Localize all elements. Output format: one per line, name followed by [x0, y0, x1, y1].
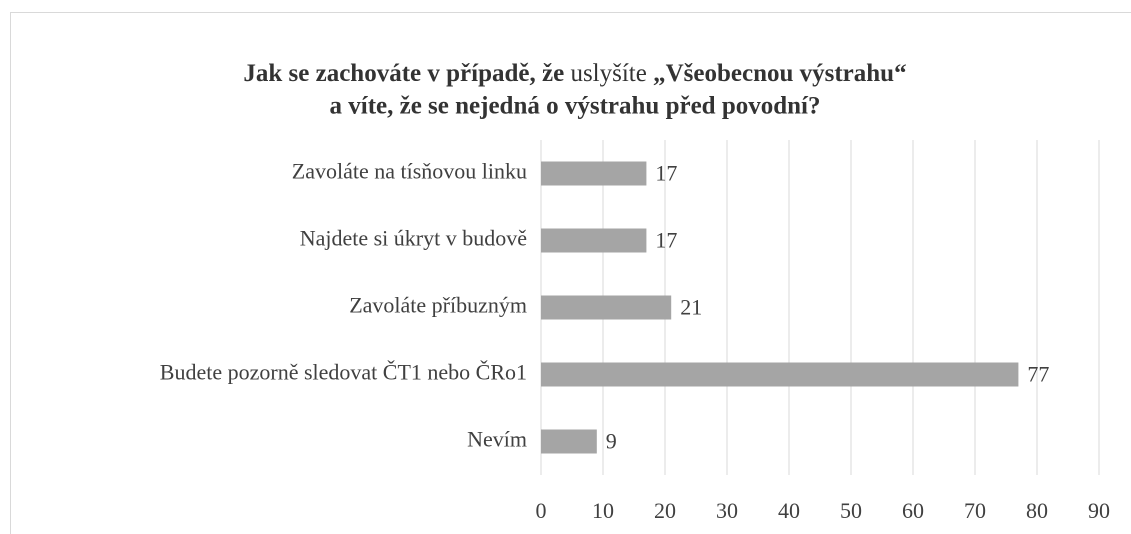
chart-title: a víte, že se nejedná o výstrahu před po…: [330, 93, 821, 120]
y-tick-label: Nevím: [467, 427, 527, 452]
bar: [541, 295, 672, 320]
data-label: 17: [655, 228, 677, 253]
x-tick-label: 40: [778, 498, 800, 523]
chart-border: [10, 12, 1131, 534]
x-tick-label: 50: [840, 498, 862, 523]
title-part: „Všeobecnou výstrahu“: [653, 60, 907, 87]
x-tick-label: 90: [1088, 498, 1110, 523]
y-tick-label: Budete pozorně sledovat ČT1 nebo ČRo1: [160, 360, 527, 385]
data-label: 21: [680, 295, 702, 320]
data-label: 77: [1027, 362, 1049, 387]
chart-title: Jak se zachováte v případě, že uslyšíte …: [243, 60, 906, 87]
y-tick-label: Zavoláte příbuzným: [349, 293, 527, 318]
title-part: uslyšíte: [570, 60, 646, 87]
title-part: Jak se zachováte v případě, že: [243, 60, 564, 87]
x-tick-label: 70: [964, 498, 986, 523]
bar: [541, 161, 647, 186]
x-tick-label: 0: [536, 498, 547, 523]
bar: [541, 228, 647, 253]
x-tick-label: 10: [592, 498, 614, 523]
data-label: 17: [655, 161, 677, 186]
y-tick-label: Zavoláte na tísňovou linku: [292, 159, 527, 184]
x-tick-label: 20: [654, 498, 676, 523]
bar: [541, 362, 1019, 387]
x-tick-label: 30: [716, 498, 738, 523]
x-tick-label: 80: [1026, 498, 1048, 523]
bar: [541, 429, 597, 454]
x-tick-label: 60: [902, 498, 924, 523]
y-tick-label: Najdete si úkryt v budově: [300, 226, 527, 251]
data-label: 9: [606, 429, 617, 454]
